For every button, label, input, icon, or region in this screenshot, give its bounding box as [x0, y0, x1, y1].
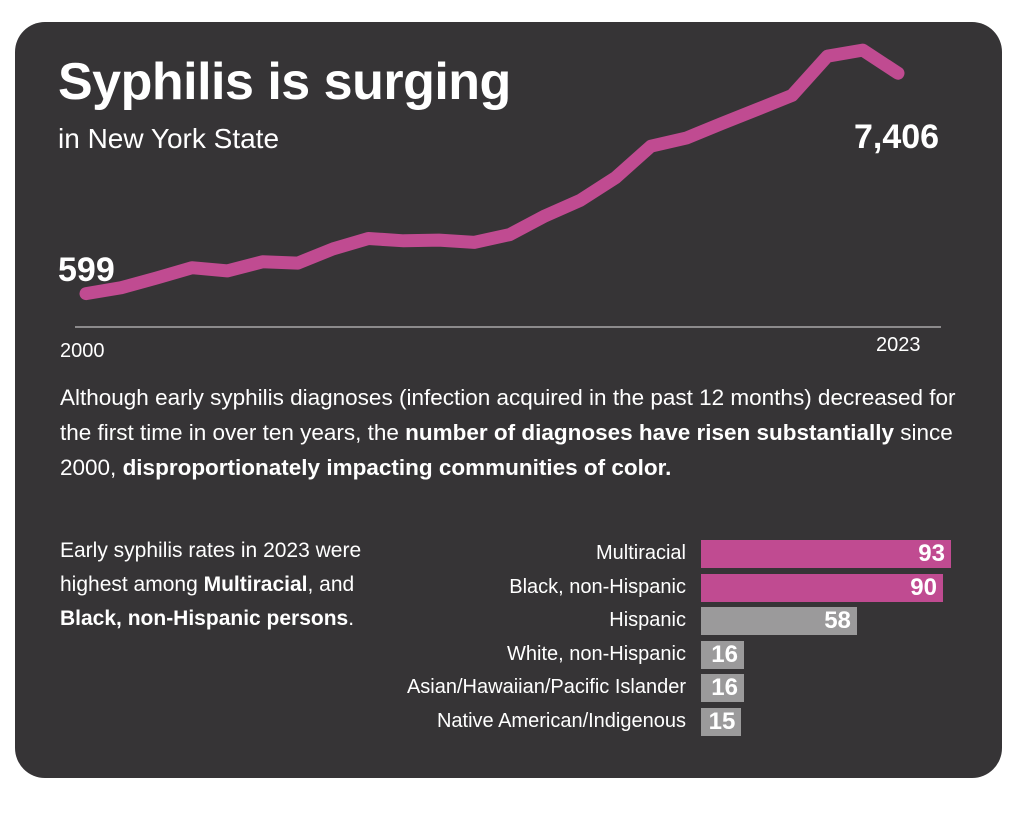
bar-category-label: Hispanic: [609, 609, 686, 632]
bar-value-label: 93: [918, 540, 945, 567]
bar-mark: [701, 607, 857, 636]
note-bold-2: Black, non-Hispanic persons: [60, 607, 349, 630]
bar-value-label: 15: [708, 708, 736, 735]
start-year-label: 2000: [60, 340, 105, 362]
infographic-card: [15, 22, 1002, 778]
bar-mark: [701, 540, 951, 568]
bar-category-label: Black, non-Hispanic: [509, 575, 686, 598]
note-bold-1: Multiracial: [203, 573, 308, 596]
bar-value-label: 16: [711, 674, 738, 702]
bar-value-label: 16: [711, 640, 738, 668]
note-text-1: Early syphilis rates in 2023 were highes…: [60, 539, 362, 596]
description-text-2: since 2000,: [60, 420, 953, 480]
bar-category-label: Multiracial: [595, 542, 686, 564]
description-bold-2: disproportionately impacting communities…: [122, 455, 672, 480]
end-year-label: 2023: [876, 334, 921, 356]
bar-category-label: White, non-Hispanic: [507, 642, 686, 665]
bar-value-label: 58: [824, 607, 851, 635]
bar-value-label: 90: [910, 573, 937, 601]
bar-mark: [701, 674, 744, 703]
start-value-label: 599: [58, 251, 115, 289]
description-bold-1: number of diagnoses have risen substanti…: [405, 420, 895, 445]
bar-mark: [701, 640, 744, 669]
trend-line-series: [79, 43, 905, 301]
bar-mark: [701, 708, 742, 736]
page-title: Syphilis is surging: [58, 53, 511, 111]
bar-category-label: Asian/Hawaiian/Pacific Islander: [406, 676, 686, 699]
end-value-label: 7,406: [854, 118, 940, 156]
note-text-2: , and: [307, 573, 355, 596]
description-paragraph: Although early syphilis diagnoses (infec…: [60, 380, 990, 485]
bar-mark: [701, 573, 943, 602]
page-subtitle: in New York State: [58, 123, 280, 154]
bar-category-label: Native American/Indigenous: [436, 710, 686, 732]
note-text-3: .: [348, 607, 355, 630]
rates-note: Early syphilis rates in 2023 were highes…: [60, 534, 380, 636]
description-text-1: Although early syphilis diagnoses (infec…: [60, 385, 956, 445]
